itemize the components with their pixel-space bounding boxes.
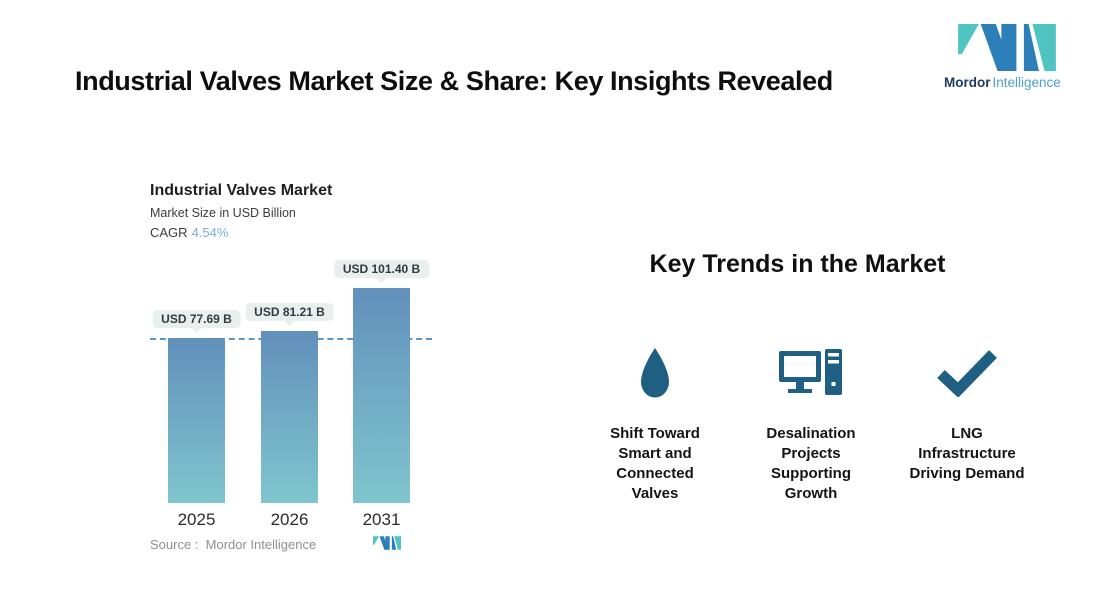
x-axis-label: 2031	[362, 510, 401, 529]
x-axis-label: 2025	[177, 510, 216, 529]
trend-item-desalination: Desalination Projects Supporting Growth	[736, 344, 886, 504]
cagr-label: CAGR	[150, 225, 188, 240]
trend-label: LNG Infrastructure Driving Demand	[909, 425, 1025, 482]
bar-group-2031: USD 101.40 B 2031	[333, 260, 430, 529]
bar-chart: USD 77.69 B 2025 USD 81.21 B 2026 USD 10…	[150, 250, 432, 529]
x-axis-label: 2026	[270, 510, 309, 529]
trend-item-lng: LNG Infrastructure Driving Demand	[892, 344, 1042, 484]
bar-value-label: USD 81.21 B	[245, 303, 334, 321]
mordor-intelligence-mini-logo-icon	[373, 536, 401, 550]
brand-name: Mordor Intelligence	[944, 75, 1074, 90]
source-attribution: Source : Mordor Intelligence	[150, 537, 317, 552]
chart-title: Industrial Valves Market	[150, 182, 333, 199]
brand-name-primary: Mordor	[944, 75, 991, 90]
checkmark-icon	[892, 344, 1042, 402]
bar-2026	[261, 331, 318, 503]
trend-item-smart-valves: Shift Toward Smart and Connected Valves	[580, 344, 730, 504]
bar-value-label: USD 77.69 B	[152, 310, 241, 328]
chart-subtitle: Market Size in USD Billion	[150, 206, 296, 220]
cagr-value: 4.54%	[191, 225, 229, 240]
chart-cagr: CAGR 4.54%	[150, 225, 332, 240]
brand-name-secondary: Intelligence	[992, 75, 1061, 90]
bar-group-2026: USD 81.21 B 2026	[245, 303, 334, 529]
bar-2031	[353, 288, 410, 503]
bar-group-2025: USD 77.69 B 2025	[152, 310, 241, 529]
trend-label: Desalination Projects Supporting Growth	[766, 425, 856, 502]
trend-label: Shift Toward Smart and Connected Valves	[610, 425, 700, 502]
bar-2025	[168, 338, 225, 503]
page-title: Industrial Valves Market Size & Share: K…	[75, 66, 833, 96]
chart-header: Industrial Valves Market Market Size in …	[150, 182, 332, 240]
water-drop-icon	[580, 344, 730, 402]
mordor-intelligence-logo-icon	[958, 24, 1056, 71]
brand-block: Mordor Intelligence	[944, 24, 1074, 90]
trends-heading: Key Trends in the Market	[649, 250, 946, 278]
desktop-computer-icon	[736, 344, 886, 402]
bar-value-label: USD 101.40 B	[333, 260, 430, 278]
